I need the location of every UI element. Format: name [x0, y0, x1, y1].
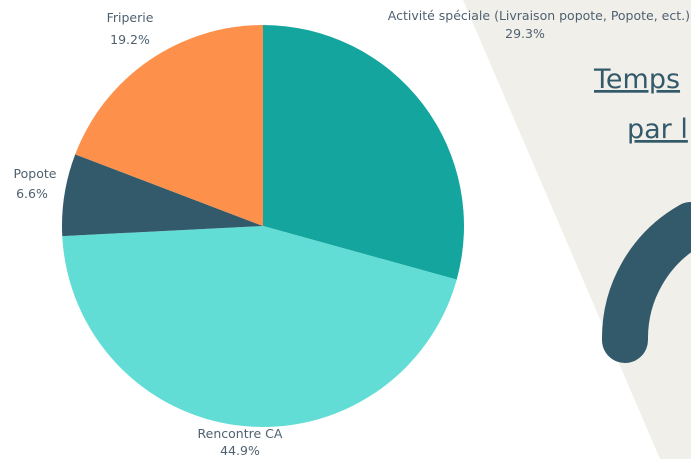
slice-label: Friperie: [107, 10, 154, 25]
pie-slice: [263, 25, 464, 280]
slice-value-label: 6.6%: [16, 186, 48, 201]
side-title: par l: [627, 114, 688, 145]
pie-slice: [62, 154, 263, 237]
pie-slice: [75, 25, 263, 226]
side-title: Temps: [593, 64, 680, 95]
slice-value-label: 44.9%: [220, 443, 260, 458]
pie-slice: [62, 226, 457, 427]
pie: [62, 25, 464, 427]
slice-label: Activité spéciale (Livraison popote, Pop…: [388, 8, 690, 23]
slice-value-label: 29.3%: [505, 26, 545, 41]
slice-label: Popote: [14, 166, 57, 181]
slice-label: Rencontre CA: [198, 426, 283, 441]
gauge-arc: [602, 202, 691, 363]
slice-value-label: 19.2%: [110, 32, 150, 47]
